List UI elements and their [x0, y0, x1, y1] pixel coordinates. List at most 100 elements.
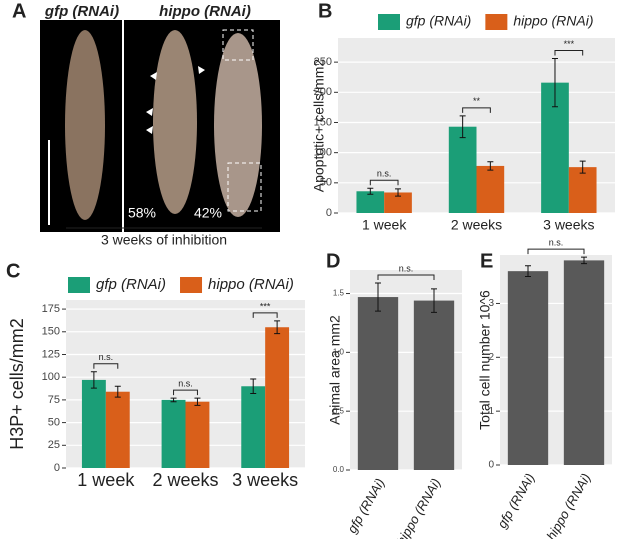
significance-label: n.s. — [99, 352, 114, 362]
y-tick-label: 200 — [314, 86, 332, 98]
x-tick-label: hippo (RNAi) — [543, 471, 593, 539]
y-axis-label: Apoptotic+ cells/mm2 — [311, 59, 327, 193]
caption: 3 weeks of inhibition — [101, 232, 227, 248]
bar — [241, 386, 266, 468]
bar — [185, 401, 210, 468]
bar — [413, 300, 455, 470]
significance-label: ** — [473, 96, 481, 106]
error-bar — [459, 115, 466, 139]
bar — [81, 379, 106, 468]
x-tick-label: gfp (RNAi) — [344, 476, 387, 536]
panel-a-image — [40, 20, 280, 232]
error-bar — [90, 371, 97, 389]
y-tick-label: 1.0 — [333, 347, 345, 356]
y-tick-label: 75 — [48, 394, 60, 406]
x-tick-label: gfp (RNAi) — [494, 471, 537, 531]
bar — [105, 391, 130, 468]
error-bar — [194, 397, 201, 406]
legend-label: hippo (RNAi) — [208, 276, 294, 293]
panel-letter: B — [318, 0, 332, 22]
error-bar — [525, 265, 531, 278]
y-tick-label: 125 — [42, 348, 60, 360]
y-tick-label: 25 — [48, 439, 60, 451]
significance-label: n.s. — [377, 169, 392, 179]
significance-label: *** — [260, 301, 271, 311]
bar — [448, 126, 477, 213]
bar — [265, 327, 290, 468]
y-axis-label: Total cell number 10^6 — [477, 290, 493, 430]
legend-swatch — [180, 277, 203, 293]
image-label: gfp (RNAi) — [44, 3, 119, 20]
y-tick-label: 50 — [320, 177, 332, 189]
y-tick-label: 50 — [48, 417, 60, 429]
significance-bracket — [554, 50, 584, 56]
percent-label: 58% — [128, 205, 156, 221]
y-axis-label: H3P+ cells/mm2 — [7, 318, 27, 450]
y-axis-label: Animal area mm2 — [327, 315, 343, 425]
bar — [563, 260, 605, 465]
significance-bracket — [462, 107, 491, 113]
legend-swatch — [68, 277, 90, 293]
significance-bracket — [369, 179, 399, 186]
error-bar — [114, 385, 121, 398]
legend-label: gfp (RNAi) — [96, 276, 166, 293]
error-bar — [579, 160, 586, 174]
y-tick-label: 175 — [42, 303, 60, 315]
x-tick-label: 1 week — [77, 470, 135, 490]
significance-bracket — [173, 389, 198, 396]
panel-letter: D — [326, 250, 340, 272]
y-tick-label: 0 — [488, 460, 494, 471]
x-tick-label: 1 week — [362, 217, 407, 233]
bar — [161, 399, 186, 468]
x-tick-label: 2 weeks — [451, 217, 502, 233]
y-tick-label: 250 — [314, 56, 332, 68]
error-bar — [581, 256, 587, 265]
bar — [568, 167, 597, 213]
x-tick-label: 3 weeks — [543, 217, 594, 233]
y-tick-label: 100 — [42, 371, 60, 383]
significance-bracket — [93, 363, 119, 369]
bar — [507, 271, 549, 465]
significance-bracket — [377, 274, 435, 280]
bar — [356, 191, 385, 213]
error-bar — [274, 320, 281, 335]
error-bar — [395, 188, 402, 197]
y-tick-label: 0 — [54, 462, 60, 474]
y-tick-label: 0 — [326, 207, 332, 219]
x-tick-label: hippo (RNAi) — [393, 476, 443, 539]
error-bar — [375, 282, 381, 312]
y-tick-label: 150 — [42, 326, 60, 338]
panel-letter: E — [480, 250, 493, 272]
y-tick-label: 150 — [314, 116, 332, 128]
y-tick-label: 100 — [314, 147, 332, 159]
legend-label: gfp (RNAi) — [406, 13, 471, 29]
significance-label: n.s. — [399, 263, 414, 273]
error-bar — [551, 58, 558, 108]
y-tick-label: 3 — [488, 298, 494, 309]
error-bar — [170, 397, 177, 403]
significance-label: *** — [564, 39, 575, 49]
error-bar — [431, 288, 437, 313]
y-tick-label: 0.5 — [333, 406, 345, 415]
y-tick-label: 2 — [488, 352, 494, 363]
significance-bracket — [527, 248, 585, 255]
legend-swatch — [378, 14, 400, 30]
bar — [384, 192, 412, 213]
bar — [357, 297, 399, 470]
error-bar — [487, 161, 494, 171]
y-tick-label: 0.0 — [333, 465, 345, 474]
x-tick-label: 2 weeks — [152, 470, 218, 490]
bar — [476, 165, 505, 213]
legend-label: hippo (RNAi) — [513, 13, 593, 29]
panel-letter: A — [12, 0, 26, 22]
percent-label: 42% — [194, 205, 222, 221]
x-tick-label: 3 weeks — [232, 470, 298, 490]
significance-label: n.s. — [178, 378, 193, 388]
image-label: hippo (RNAi) — [159, 3, 251, 20]
significance-bracket — [252, 312, 278, 318]
panel-letter: C — [6, 260, 20, 282]
legend-swatch — [485, 14, 508, 30]
error-bar — [367, 187, 374, 195]
significance-label: n.s. — [549, 238, 564, 248]
